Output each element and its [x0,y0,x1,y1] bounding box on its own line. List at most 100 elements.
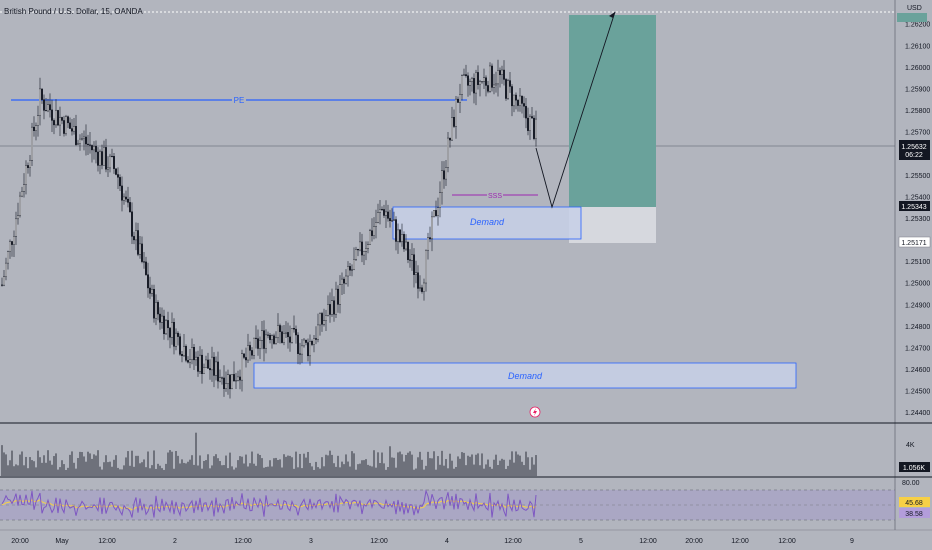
candle-body [327,304,330,316]
volume-bar [393,457,395,476]
candle-body [138,243,141,255]
stop-price-label: 1.25343 [901,204,926,211]
candle-body [315,338,318,340]
candle-body [527,117,530,131]
candle-body [341,278,344,285]
candle-body [3,276,6,286]
volume-bar [465,465,467,476]
candle-body [82,136,85,139]
volume-bar [89,453,91,476]
candle-body [279,325,282,332]
volume-bar [161,468,163,476]
demand-lower-label: Demand [508,371,543,381]
demand-zone-lower[interactable] [253,362,797,389]
volume-bar [403,461,405,476]
candle-body [275,337,278,344]
price-axis[interactable] [895,0,932,530]
candle-body [194,356,197,361]
candle-body [102,147,105,166]
candle-body [445,167,448,180]
candle-body [114,168,117,175]
volume-bar [209,468,211,476]
stop-zone[interactable] [569,207,656,243]
candle-body [313,338,316,345]
candle-body [269,334,272,340]
volume-bar [399,451,401,476]
target-zone[interactable] [569,15,656,207]
volume-bar [77,457,79,476]
candle-body [259,340,262,349]
volume-bar [59,467,61,476]
volume-bar [235,467,237,476]
volume-bar [491,468,493,476]
candle-body [357,249,360,251]
candle-body [397,229,400,242]
volume-bar [109,461,111,476]
volume-bar [513,462,515,476]
volume-bar [33,461,35,476]
candle-body [273,335,276,344]
volume-bar [391,457,393,476]
candle-body [55,110,58,126]
candle-body [242,353,245,358]
projection-path[interactable] [535,11,616,209]
volume-bar [365,459,367,476]
candle-body [301,345,304,355]
candle-body [317,324,320,340]
volume-bar [199,455,201,476]
candle-body [4,262,7,277]
time-axis[interactable]: 20:00 May 12:00 2 12:00 3 12:00 4 12:00 5 12:00 20:… [11,538,854,545]
volume-bar [151,465,153,476]
volume-bar [275,457,277,476]
volume-bar [363,460,365,476]
volume-bar [7,465,9,476]
price-tick-label: 1.26000 [905,65,930,72]
volume-bar [95,455,97,476]
candle-body [156,302,159,315]
demand-zone-upper[interactable] [392,206,582,240]
volume-bar [37,450,39,476]
candle-body [128,202,131,213]
candle-body [379,209,382,213]
candle-body [265,334,268,349]
volume-bar [189,459,191,476]
candle-body [150,289,153,294]
candle-body [64,116,67,134]
volume-bar [25,456,27,476]
candle-body [469,81,472,86]
candle-body [180,354,183,356]
volume-bar [65,469,67,476]
price-tick-label: 1.25000 [905,281,930,288]
volume-bar [427,451,429,476]
volume-bar [385,469,387,476]
candle-body [345,275,348,284]
volume-bar [449,453,451,476]
sss-label-bg [487,190,503,200]
volume-bar [21,451,23,476]
volume-bar [147,451,149,476]
candle-body [443,170,446,180]
volume-bar [39,457,41,476]
volume-bar [319,468,321,476]
volume-bar [381,452,383,476]
price-tick-label: 1.26100 [905,43,930,50]
volume-bar [159,465,161,476]
candle-body [80,138,83,140]
volume-bar [101,469,103,476]
candle-body [190,347,193,360]
time-tick-label: 3 [309,538,313,545]
candle-body [285,332,288,334]
volume-bar [345,454,347,476]
candle-body [393,219,396,221]
volume-bar [169,450,171,476]
candle-body [311,341,314,345]
volume-bar [453,468,455,476]
candle-body [471,78,474,82]
candle-body [323,320,326,325]
candle-body [287,332,290,338]
volume-bar [47,450,49,476]
sss-label: SSS [488,193,502,200]
volume-bar [85,461,87,476]
volume-bar [423,469,425,476]
volume-bar [197,465,199,476]
